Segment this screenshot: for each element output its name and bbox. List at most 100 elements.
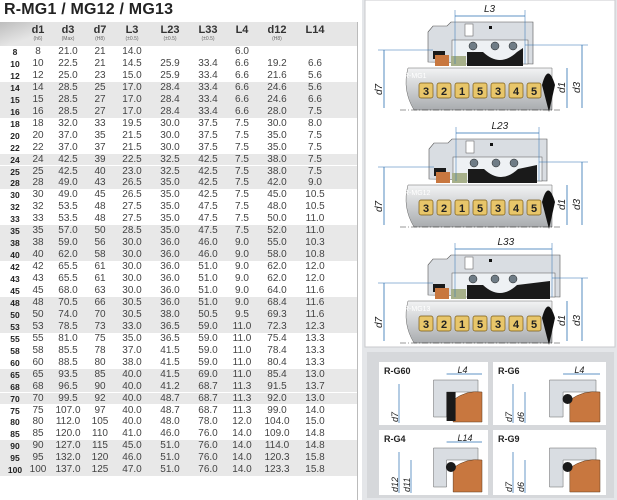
o-ring <box>508 274 518 284</box>
table-cell: 60 <box>32 356 44 368</box>
size-cell: 14 <box>10 82 20 93</box>
table-cell: 68.4 <box>267 296 287 308</box>
table-cell: 51.0 <box>198 273 218 285</box>
table-cell: 96.5 <box>58 380 78 392</box>
seat-dim-label: d6 <box>516 412 526 422</box>
table-cell: 7.5 <box>235 153 249 165</box>
part-number: 3 <box>423 319 429 331</box>
seat-dim-label: d11 <box>402 478 412 492</box>
table-cell: 30.0 <box>160 129 180 141</box>
table-cell: 127.0 <box>55 440 81 452</box>
seat-ring <box>435 55 449 66</box>
table-cell: 32 <box>32 201 44 213</box>
seat-o-ring <box>562 462 573 472</box>
table-cell: 68.7 <box>198 404 218 416</box>
o-ring <box>508 41 518 51</box>
size-cell: 85 <box>10 429 20 440</box>
table-cell: 33.4 <box>198 57 218 69</box>
table-cell: 41.5 <box>160 344 180 356</box>
table-cell: 30.0 <box>160 117 180 129</box>
table-cell: 76.0 <box>198 452 218 464</box>
table-cell: 35.0 <box>160 201 180 213</box>
table-cell: 9.0 <box>308 177 322 189</box>
table-cell: 42.5 <box>58 165 78 177</box>
table-row: 42 42 65.5 61 30.0 36.0 51.0 9.0 62.0 12.0 <box>0 261 357 273</box>
table-cell: 47.5 <box>198 201 218 213</box>
size-cell: 12 <box>10 70 20 81</box>
table-cell: 51.0 <box>198 285 218 296</box>
face-ring <box>451 56 466 66</box>
table-cell: 81.0 <box>58 332 78 344</box>
model-label: R-MG1 <box>404 73 427 80</box>
table-cell: 14.8 <box>305 428 325 440</box>
column-header-label: d1 <box>31 24 45 36</box>
table-cell: 88.5 <box>58 356 78 368</box>
table-cell: 68.0 <box>58 285 78 296</box>
table-cell: 7.5 <box>308 153 322 165</box>
table-cell: 14.8 <box>305 440 325 452</box>
table-cell: 90 <box>94 380 106 392</box>
table-cell: 48.0 <box>267 201 287 213</box>
table-cell: 85 <box>32 428 44 440</box>
table-cell: 59.0 <box>198 356 218 368</box>
cone-spring <box>542 306 555 345</box>
table-cell: 11.0 <box>232 332 252 344</box>
column-header-tolerance: (H8) <box>272 36 282 42</box>
o-ring <box>490 274 500 284</box>
part-number: 5 <box>477 86 483 98</box>
bellows <box>467 281 550 299</box>
table-row: 30 30 49.0 45 26.5 35.0 42.5 7.5 45.0 10.5 <box>0 189 357 201</box>
table-cell: 30.0 <box>122 249 142 261</box>
table-cell: 9.0 <box>235 296 249 308</box>
model-label: R-MG13 <box>404 306 431 313</box>
table-cell: 69.3 <box>267 308 287 320</box>
seat-dim-label: d7 <box>504 481 514 492</box>
table-cell: 56 <box>94 237 106 249</box>
table-cell: 35.0 <box>267 129 287 141</box>
table-cell: 6.6 <box>308 93 322 105</box>
table-cell: 53 <box>32 320 44 332</box>
table-cell: 36.0 <box>160 285 180 296</box>
table-row: 60 60 88.5 80 38.0 41.5 59.0 11.0 80.4 13.3 <box>0 357 357 369</box>
table-row: 48 48 70.5 66 30.5 36.0 51.0 9.0 68.4 11.6 <box>0 296 357 309</box>
table-cell: 25.9 <box>160 69 180 81</box>
table-cell: 51.0 <box>198 296 218 308</box>
d1-label: d1 <box>557 199 568 210</box>
table-cell: 32.0 <box>58 117 78 129</box>
table-cell: 33 <box>32 213 44 225</box>
size-cell: 40 <box>10 250 20 261</box>
table-cell: 22 <box>32 141 44 153</box>
table-cell: 38.0 <box>267 153 287 165</box>
table-cell: 25.9 <box>160 57 180 69</box>
table-cell: 48 <box>94 201 106 213</box>
table-cell: 97 <box>94 404 106 416</box>
table-row: 22 22 37.0 37 21.5 30.0 37.5 7.5 35.0 7.5 <box>0 142 357 154</box>
table-cell: 17.0 <box>122 81 142 93</box>
table-cell: 11.0 <box>232 320 252 332</box>
part-number-badge <box>472 199 488 216</box>
table-cell: 10.5 <box>305 201 325 213</box>
table-row: 45 45 68.0 63 30.0 36.0 51.0 9.0 64.0 11.6 <box>0 285 357 297</box>
table-cell: 13.0 <box>305 392 325 404</box>
dimension-table: d1 (h6) d3 (Max) d7 (H8) L3 (±0.5) L23 (±0.5) L33(… <box>0 22 358 500</box>
table-cell: 36.0 <box>160 237 180 249</box>
table-cell: 5.6 <box>308 81 322 93</box>
table-cell: 11.6 <box>305 308 325 320</box>
size-cell: 100 <box>7 465 23 476</box>
size-cell: 95 <box>10 453 20 464</box>
table-cell: 13.0 <box>305 368 325 380</box>
table-cell: 41.5 <box>160 356 180 368</box>
table-cell: 43 <box>32 273 44 285</box>
table-cell: 57.0 <box>58 225 78 237</box>
table-cell: 11.3 <box>232 380 252 392</box>
column-header-tolerance: (h6) <box>33 36 43 42</box>
size-cell: 20 <box>10 130 20 141</box>
table-cell: 115 <box>92 440 108 452</box>
table-cell: 12.0 <box>305 261 325 273</box>
table-cell: 59.0 <box>198 320 218 332</box>
size-cell: 35 <box>10 226 20 237</box>
table-cell: 28.5 <box>122 225 142 237</box>
table-row: 20 20 37.0 35 21.5 30.0 37.5 7.5 35.0 7.5 <box>0 130 357 142</box>
table-cell: 30.0 <box>122 237 142 249</box>
table-cell: 92 <box>94 392 106 404</box>
